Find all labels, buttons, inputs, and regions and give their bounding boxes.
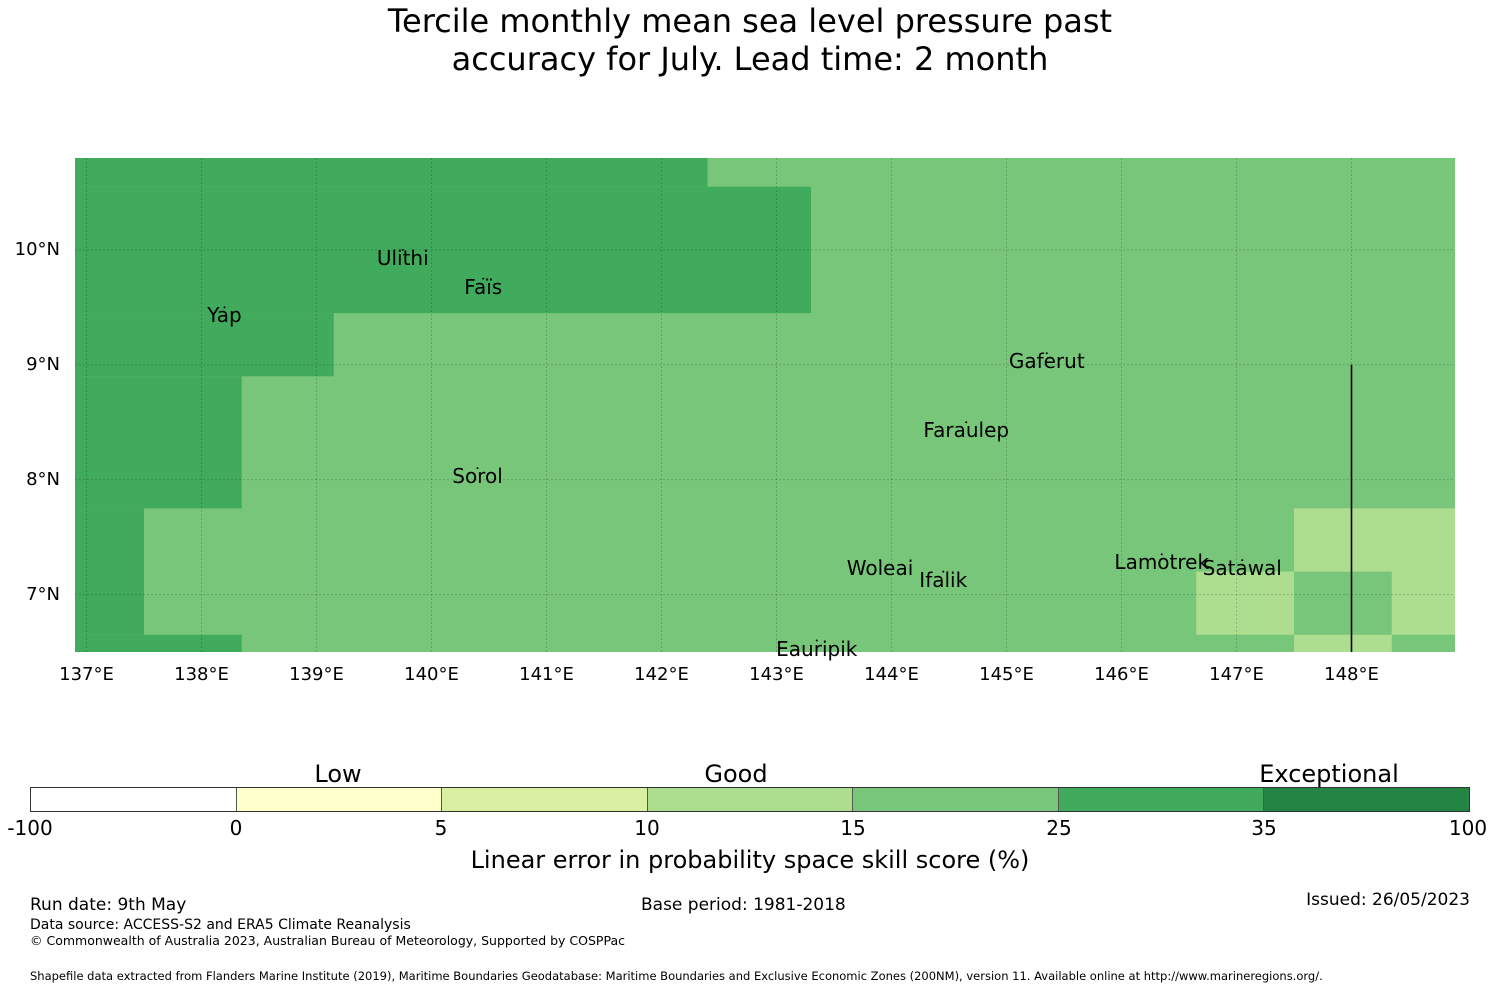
colorbar-tick: 35 — [1251, 816, 1277, 840]
base-period: Base period: 1981-2018 — [641, 895, 846, 915]
island-marker — [482, 277, 485, 280]
category-label-good: Good — [704, 760, 768, 788]
skill-map — [75, 158, 1455, 652]
copyright: © Commonwealth of Australia 2023, Austra… — [30, 933, 625, 948]
place-label: Faraulep — [923, 418, 1010, 443]
longitude-label: 144°E — [864, 664, 919, 685]
place-label: Sorol — [452, 464, 503, 489]
skill-cell — [1196, 571, 1294, 635]
longitude-label: 147°E — [1209, 664, 1264, 685]
skill-cell — [75, 508, 144, 635]
longitude-label: 143°E — [749, 664, 804, 685]
place-label: Lamotrek — [1114, 550, 1210, 575]
colorbar-label: Linear error in probability space skill … — [470, 846, 1030, 874]
place-label: Ifalik — [919, 567, 968, 592]
longitude-label: 139°E — [289, 664, 344, 685]
latitude-label: 10°N — [14, 238, 60, 260]
island-marker — [1241, 559, 1244, 562]
category-label-low: Low — [314, 760, 362, 788]
title-line-1: Tercile monthly mean sea level pressure … — [387, 2, 1113, 40]
place-label: Yap — [207, 303, 242, 328]
skill-cell — [75, 186, 811, 314]
place-label: Satawal — [1202, 556, 1282, 581]
run-date: Run date: 9th May — [30, 895, 187, 915]
data-source: Data source: ACCESS-S2 and ERA5 Climate … — [30, 917, 411, 933]
skill-cell — [75, 634, 242, 652]
island-marker — [1045, 352, 1048, 355]
island-marker — [942, 570, 945, 573]
colorbar-tick: 5 — [434, 816, 448, 840]
title-line-2: accuracy for July. Lead time: 2 month — [451, 40, 1049, 78]
skill-cell — [1294, 508, 1455, 572]
island-marker — [1160, 553, 1163, 556]
category-label-exceptional: Exceptional — [1259, 760, 1399, 788]
longitude-label: 137°E — [59, 664, 114, 685]
colorbar-tick: 15 — [840, 816, 866, 840]
longitude-label: 140°E — [404, 664, 459, 685]
colorbar-tick: 25 — [1046, 816, 1072, 840]
latitude-label: 8°N — [26, 468, 60, 490]
island-marker — [815, 639, 818, 642]
issued-date: Issued: 26/05/2023 — [1306, 890, 1470, 910]
skill-cell — [1391, 571, 1455, 635]
colorbar-segment — [1058, 788, 1265, 811]
place-label: Eauripik — [776, 636, 858, 661]
island-marker — [401, 248, 404, 251]
skill-cell — [75, 158, 708, 187]
colorbar-segment — [442, 788, 648, 811]
island-marker — [476, 467, 479, 470]
longitude-label: 145°E — [979, 664, 1034, 685]
longitude-label: 146°E — [1094, 664, 1149, 685]
skill-cell — [75, 376, 242, 509]
island-marker — [965, 421, 968, 424]
colorbar-segment — [853, 788, 1059, 811]
colorbar-segment — [647, 788, 854, 811]
shapefile-credit: Shapefile data extracted from Flanders M… — [30, 969, 1323, 983]
place-label: Faïs — [464, 274, 503, 299]
colorbar-tick: 10 — [634, 816, 660, 840]
colorbar — [30, 787, 1470, 812]
colorbar-tick: 0 — [229, 816, 243, 840]
longitude-label: 138°E — [174, 664, 229, 685]
place-label: Ulithi — [376, 245, 429, 270]
colorbar-segment — [31, 788, 237, 811]
skill-cell — [1294, 634, 1392, 652]
longitude-label: 142°E — [634, 664, 689, 685]
place-label: Woleai — [846, 556, 914, 581]
map-title: Tercile monthly mean sea level pressure … — [0, 2, 1500, 78]
island-marker — [879, 559, 881, 562]
place-label: Gaferut — [1008, 349, 1085, 374]
colorbar-segment — [1264, 788, 1470, 811]
colorbar-tick: 100 — [1448, 816, 1488, 840]
colorbar-tick: -100 — [7, 816, 53, 840]
colorbar-segment — [236, 788, 443, 811]
latitude-label: 7°N — [26, 583, 60, 605]
longitude-label: 148°E — [1324, 664, 1379, 685]
skill-cell — [75, 313, 334, 377]
longitude-label: 141°E — [519, 664, 574, 685]
island-marker — [223, 306, 226, 309]
latitude-label: 9°N — [26, 353, 60, 375]
